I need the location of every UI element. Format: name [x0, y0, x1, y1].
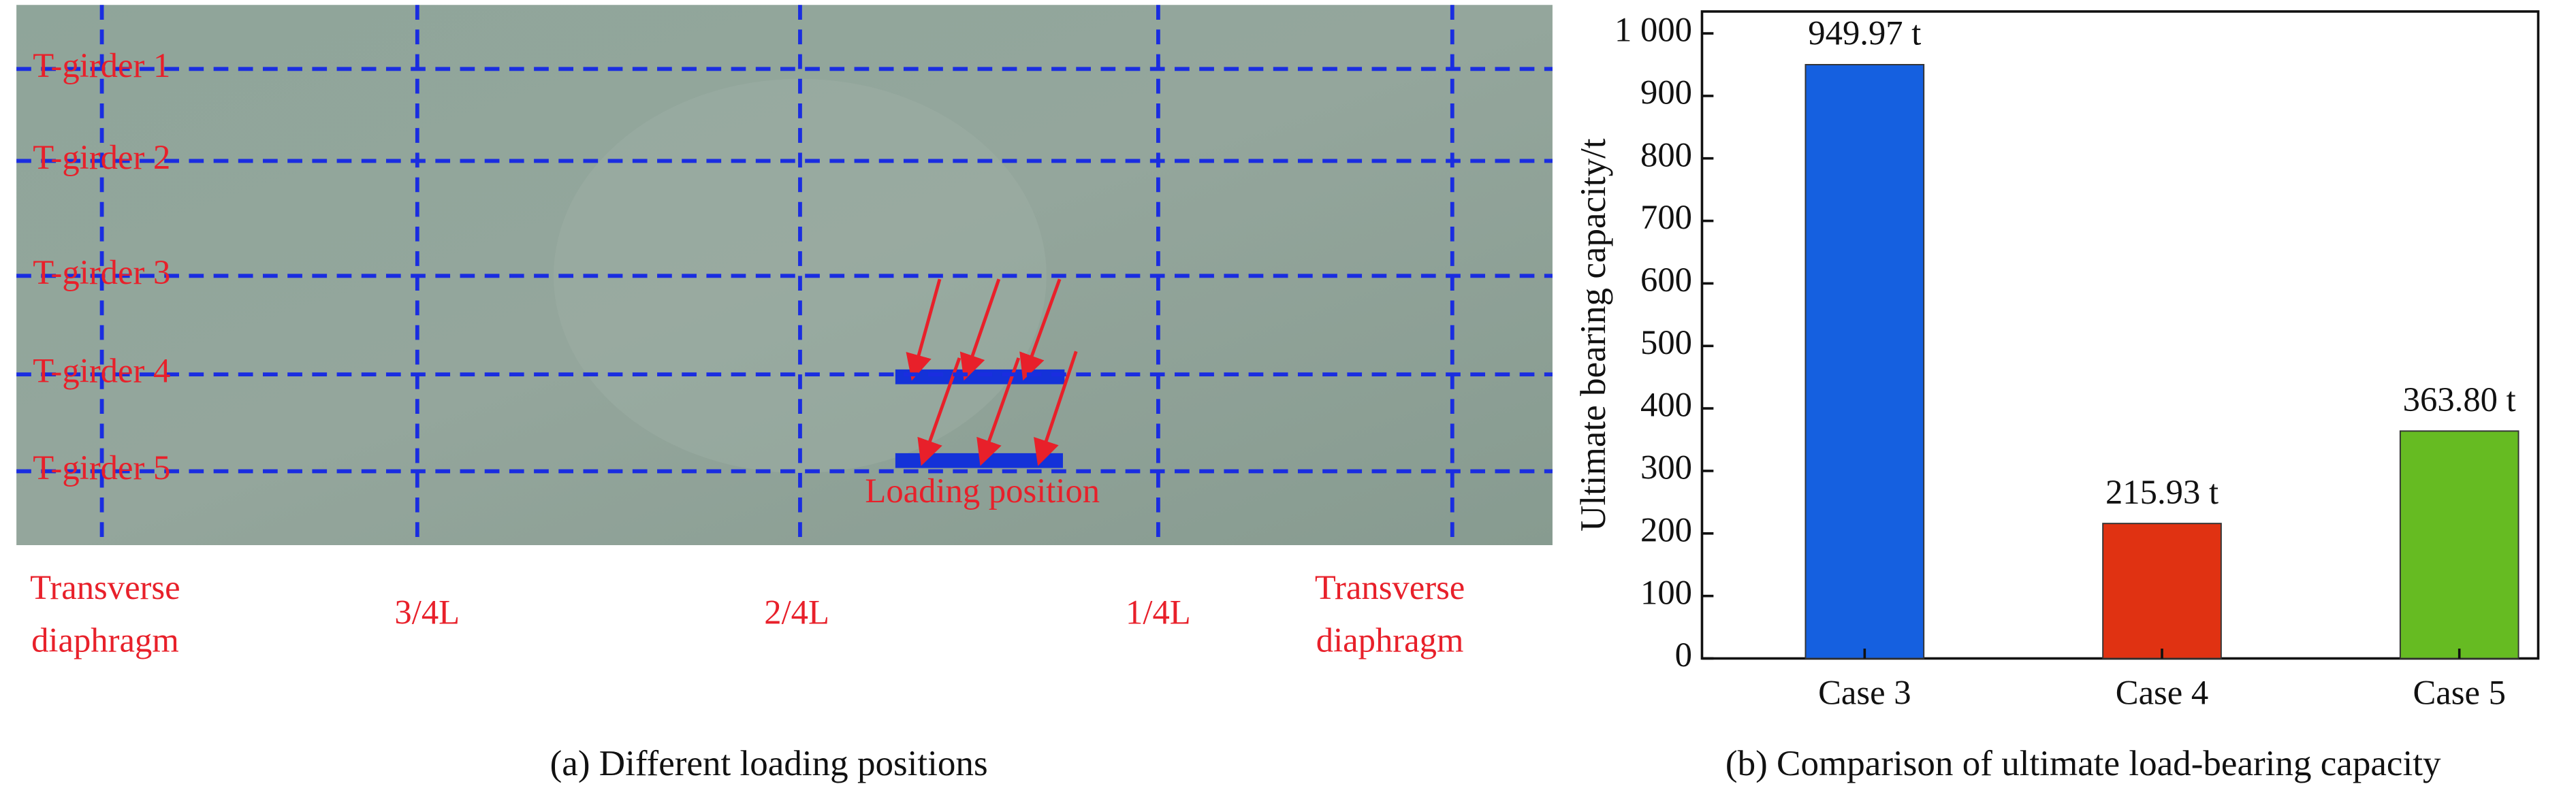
- x-tick-label: Case 5: [2413, 674, 2505, 712]
- caption: (a) Different loading positions: [550, 744, 988, 783]
- section-label: 2/4L: [764, 593, 829, 631]
- girder-label: T-girder 2: [33, 138, 170, 176]
- y-tick-label: 700: [1640, 198, 1692, 236]
- x-tick-label: Case 4: [2116, 674, 2208, 712]
- section-label: diaphragm: [1316, 621, 1464, 659]
- y-tick-label: 300: [1640, 449, 1692, 487]
- section-label: 1/4L: [1126, 593, 1191, 631]
- loading-label: Loading position: [865, 472, 1100, 510]
- bar: [2102, 523, 2222, 659]
- y-tick-label: 1 000: [1615, 11, 1692, 49]
- bar: [1804, 64, 1925, 659]
- section-label: 3/4L: [394, 593, 460, 631]
- value-label: 363.80 t: [2403, 380, 2516, 419]
- y-axis-label: Ultimate bearing capacity/t: [1574, 138, 1613, 532]
- section-label: diaphragm: [31, 621, 179, 659]
- x-tick-label: Case 3: [1818, 674, 1911, 712]
- panel-a: Loading position (a) Different loading p…: [16, 5, 1553, 783]
- y-tick-label: 0: [1675, 636, 1692, 674]
- load-bar: [895, 369, 1065, 385]
- y-tick-label: 100: [1640, 573, 1692, 611]
- girder-label: T-girder 4: [33, 352, 170, 390]
- load-bar: [895, 453, 1063, 468]
- caption: (b) Comparison of ultimate load-bearing …: [1726, 744, 2441, 783]
- girder-label: T-girder 3: [33, 253, 170, 291]
- y-tick-label: 900: [1640, 74, 1692, 112]
- y-tick-label: 800: [1640, 135, 1692, 174]
- section-label: Transverse: [30, 568, 180, 606]
- y-tick-label: 200: [1640, 510, 1692, 549]
- girder-label: T-girder 1: [33, 46, 170, 84]
- panel-b: (b) Comparison of ultimate load-bearing …: [1574, 10, 2540, 783]
- y-tick-label: 600: [1640, 261, 1692, 299]
- bar: [2399, 430, 2519, 659]
- y-tick-label: 400: [1640, 386, 1692, 424]
- girder-label: T-girder 5: [33, 449, 170, 487]
- y-tick-label: 500: [1640, 323, 1692, 361]
- value-label: 215.93 t: [2105, 473, 2219, 511]
- section-label: Transverse: [1315, 568, 1465, 606]
- value-label: 949.97 t: [1808, 14, 1921, 52]
